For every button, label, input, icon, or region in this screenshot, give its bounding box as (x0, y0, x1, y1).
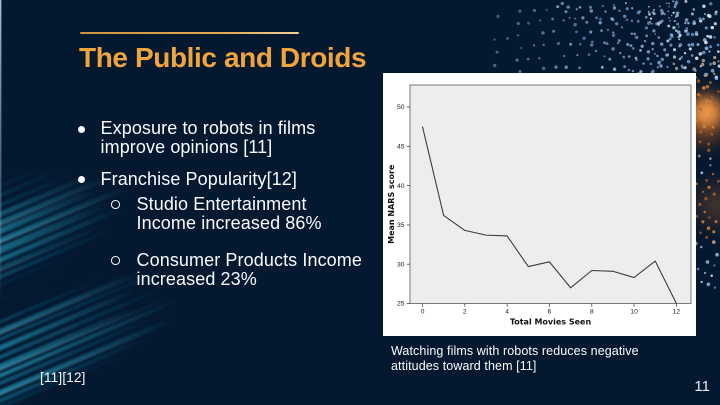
bullet-subitem: Studio Entertainment Income increased 86… (136, 194, 322, 233)
x-tick-label: 2 (463, 309, 467, 316)
y-tick-label: 30 (397, 261, 405, 268)
chart-plot: 25 30 35 40 45 50 0 2 4 6 8 10 12 Total Movies Seen Me… (387, 84, 692, 327)
bullet-dot-icon (78, 176, 85, 183)
x-tick-label: 4 (505, 309, 509, 316)
x-tick-label: 6 (548, 309, 552, 316)
bullet-circle-icon (111, 256, 120, 265)
bullet-subitem: Consumer Products Income increased 23% (136, 250, 362, 289)
y-tick-label: 40 (397, 183, 405, 190)
nars-line-chart: 25 30 35 40 45 50 0 2 4 6 8 10 12 Total Movies Seen Me… (383, 73, 696, 336)
page-number: 11 (694, 378, 710, 395)
y-tick-label: 45 (397, 144, 405, 151)
citation-footnote: [11][12] (40, 369, 86, 385)
bullet-item: Franchise Popularity[12] (100, 169, 297, 189)
x-axis-label: Total Movies Seen (510, 318, 592, 327)
slide-title: The Public and Droids (79, 41, 367, 73)
bullet-item: Exposure to robots in films improve opin… (100, 118, 316, 157)
chart-caption: Watching films with robots reduces negat… (391, 344, 639, 373)
bullet-dot-icon (78, 126, 85, 133)
y-tick-label: 35 (397, 222, 405, 229)
x-tick-label: 8 (590, 309, 594, 316)
y-tick-label: 25 (397, 301, 405, 308)
x-tick-label: 12 (673, 309, 681, 316)
x-tick-label: 0 (421, 309, 425, 316)
bullet-circle-icon (111, 200, 120, 209)
x-tick-label: 10 (630, 309, 638, 316)
title-rule (80, 32, 299, 34)
data-line (421, 126, 677, 304)
plot-area (409, 84, 692, 304)
y-tick-label: 50 (397, 104, 405, 111)
y-axis-label: Mean NARS score (387, 164, 396, 244)
left-edge-line (0, 0, 2, 300)
